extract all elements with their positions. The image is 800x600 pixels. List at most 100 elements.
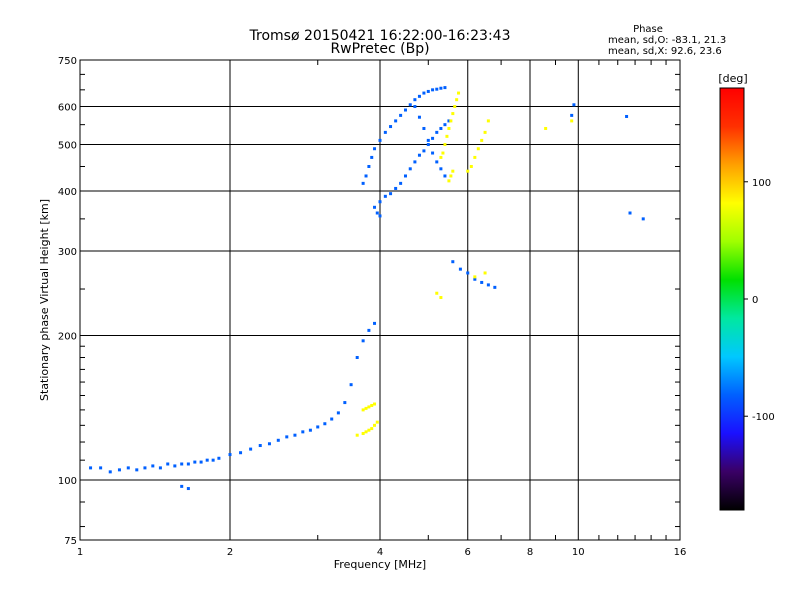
data-point-o bbox=[435, 130, 439, 134]
data-point-o bbox=[443, 123, 447, 127]
data-point-o bbox=[378, 200, 382, 204]
data-point-o bbox=[323, 422, 327, 426]
data-point-o bbox=[439, 126, 443, 130]
data-point-x bbox=[473, 155, 477, 159]
data-point-o bbox=[378, 214, 382, 218]
data-point-x bbox=[447, 126, 451, 130]
data-point-x bbox=[364, 406, 368, 410]
data-point-o bbox=[394, 186, 398, 190]
data-point-o bbox=[439, 167, 443, 171]
chart-title: Tromsø 20150421 16:22:00-16:23:43 bbox=[249, 28, 511, 44]
data-point-o bbox=[367, 164, 371, 168]
data-point-o bbox=[166, 462, 170, 466]
data-point-o bbox=[413, 160, 417, 164]
y-tick-label: 300 bbox=[58, 247, 77, 258]
data-point-o bbox=[249, 447, 253, 451]
data-point-o bbox=[417, 153, 421, 157]
phase-info-o: mean, sd,O: -83.1, 21.3 bbox=[608, 35, 726, 46]
data-point-o bbox=[403, 174, 407, 178]
data-point-o bbox=[258, 444, 262, 448]
data-point-x bbox=[370, 427, 374, 431]
data-point-o bbox=[228, 453, 232, 457]
data-point-o bbox=[466, 271, 470, 275]
data-point-x bbox=[373, 423, 377, 427]
data-point-o bbox=[293, 433, 297, 437]
data-point-o bbox=[373, 321, 377, 325]
y-axis-label: Stationary phase Virtual Height [km] bbox=[38, 199, 51, 401]
data-point-o bbox=[426, 89, 430, 93]
data-point-x bbox=[375, 420, 379, 424]
data-point-o bbox=[408, 167, 412, 171]
colorbar: 100 0 -100 bbox=[719, 87, 775, 511]
data-point-x bbox=[453, 105, 457, 109]
data-point-o bbox=[403, 108, 407, 112]
y-tick-label: 500 bbox=[58, 141, 77, 152]
x-axis-label: Frequency [MHz] bbox=[334, 558, 426, 571]
data-point-o bbox=[422, 149, 426, 153]
data-point-o bbox=[431, 151, 435, 155]
data-point-o bbox=[426, 143, 430, 147]
data-point-o bbox=[349, 383, 353, 387]
data-point-o bbox=[355, 355, 359, 359]
data-point-o bbox=[422, 126, 426, 130]
data-point-x bbox=[455, 98, 459, 102]
data-point-o bbox=[443, 174, 447, 178]
data-point-o bbox=[394, 119, 398, 123]
plot-grid bbox=[80, 60, 680, 540]
data-point-o bbox=[199, 460, 203, 464]
data-point-o bbox=[285, 435, 289, 439]
y-tick-label: 600 bbox=[58, 103, 77, 114]
data-point-o bbox=[628, 211, 632, 215]
data-point-o bbox=[99, 466, 103, 470]
plot-ticks: 1 2 4 6 8 10 16 75 100 200 300 400 500 600 750 bbox=[58, 56, 686, 558]
y-tick-label: 400 bbox=[58, 187, 77, 198]
data-point-x bbox=[361, 408, 365, 412]
data-point-o bbox=[267, 442, 271, 446]
data-point-o bbox=[408, 103, 412, 107]
data-point-o bbox=[378, 138, 382, 142]
data-point-o bbox=[493, 285, 497, 289]
data-point-x bbox=[373, 402, 377, 406]
data-point-o bbox=[375, 211, 379, 215]
y-tick-label: 100 bbox=[58, 476, 77, 487]
data-point-o bbox=[336, 411, 340, 415]
x-tick-label: 8 bbox=[527, 547, 533, 558]
data-point-o bbox=[383, 130, 387, 134]
colorbar-scale bbox=[719, 87, 745, 511]
data-point-x bbox=[480, 138, 484, 142]
data-point-x bbox=[364, 430, 368, 434]
plot-points bbox=[89, 86, 645, 491]
data-point-o bbox=[439, 86, 443, 90]
data-point-o bbox=[373, 147, 377, 151]
data-point-x bbox=[447, 179, 451, 183]
data-point-x bbox=[441, 151, 445, 155]
data-point-x bbox=[439, 155, 443, 159]
data-point-o bbox=[473, 277, 477, 281]
colorbar-tick-label: 0 bbox=[752, 295, 758, 306]
data-point-o bbox=[422, 91, 426, 95]
data-point-o bbox=[641, 217, 645, 221]
data-point-o bbox=[239, 451, 243, 455]
data-point-x bbox=[355, 433, 359, 437]
chart-subtitle: RwPretec (Bp) bbox=[330, 41, 429, 57]
data-point-o bbox=[89, 466, 93, 470]
data-point-o bbox=[276, 438, 280, 442]
data-point-o bbox=[193, 460, 197, 464]
data-point-o bbox=[108, 470, 112, 474]
phase-info-x: mean, sd,X: 92.6, 23.6 bbox=[608, 46, 722, 57]
x-tick-label: 2 bbox=[227, 547, 233, 558]
data-point-o bbox=[126, 466, 130, 470]
x-tick-label: 16 bbox=[674, 547, 687, 558]
data-point-o bbox=[435, 87, 439, 91]
data-point-o bbox=[205, 458, 209, 462]
data-point-o bbox=[301, 430, 305, 434]
y-tick-label: 200 bbox=[58, 332, 77, 343]
data-point-o bbox=[480, 280, 484, 284]
data-point-o bbox=[399, 181, 403, 185]
data-point-o bbox=[361, 339, 365, 343]
data-point-o bbox=[443, 86, 447, 90]
data-point-o bbox=[367, 328, 371, 332]
data-point-o bbox=[361, 181, 365, 185]
data-point-x bbox=[476, 147, 480, 151]
data-point-o bbox=[426, 138, 430, 142]
